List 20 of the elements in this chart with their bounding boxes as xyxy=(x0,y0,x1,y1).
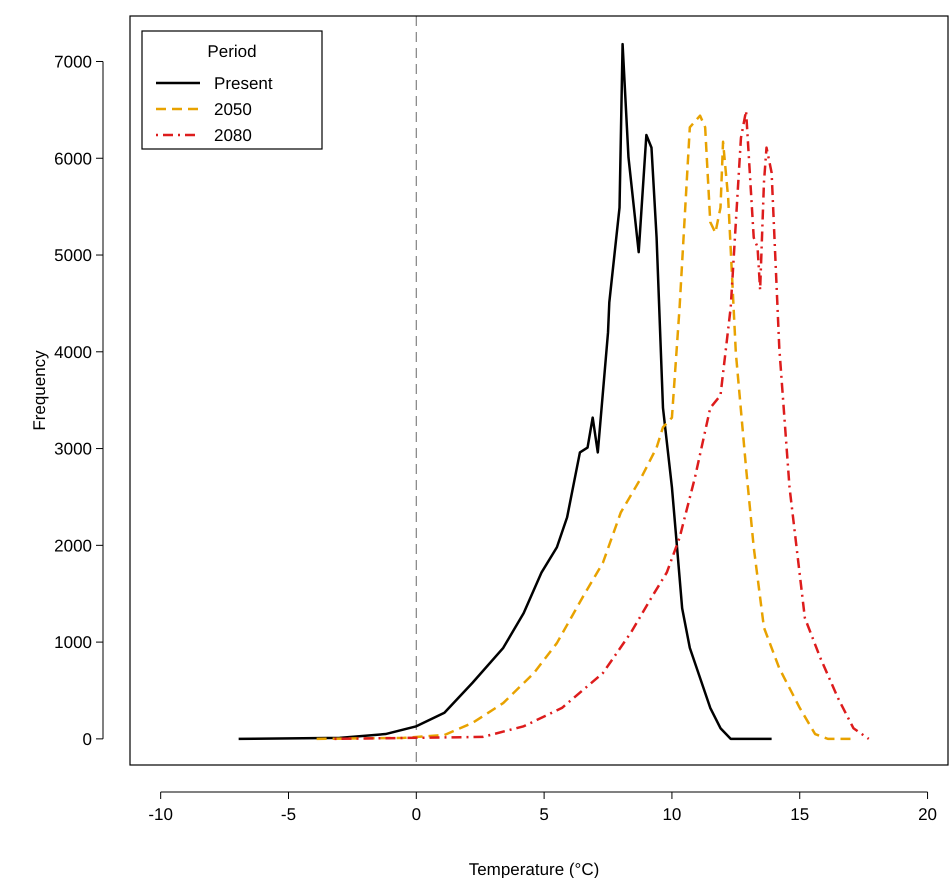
x-tick-label: 5 xyxy=(539,805,549,824)
y-tick-label: 4000 xyxy=(54,342,92,362)
legend-title: Period xyxy=(207,42,257,61)
x-tick-label: 0 xyxy=(412,805,422,824)
y-tick-label: 0 xyxy=(82,730,92,749)
y-tick-label: 1000 xyxy=(54,633,92,652)
legend-label: 2050 xyxy=(214,100,252,119)
y-tick-label: 5000 xyxy=(54,246,92,266)
legend-label: Present xyxy=(214,74,273,93)
y-axis-title: Frequency xyxy=(30,350,49,431)
x-tick-label: -5 xyxy=(280,805,296,824)
y-tick-label: 6000 xyxy=(54,149,92,168)
x-tick-label: 15 xyxy=(790,805,810,824)
x-tick-label: 20 xyxy=(918,805,938,824)
x-tick-label: 10 xyxy=(662,805,682,824)
y-tick-label: 3000 xyxy=(54,440,92,459)
y-tick-label: 2000 xyxy=(54,536,92,556)
x-tick-label: -10 xyxy=(148,805,173,824)
y-tick-label: 7000 xyxy=(54,52,92,72)
legend-label: 2080 xyxy=(214,126,252,145)
